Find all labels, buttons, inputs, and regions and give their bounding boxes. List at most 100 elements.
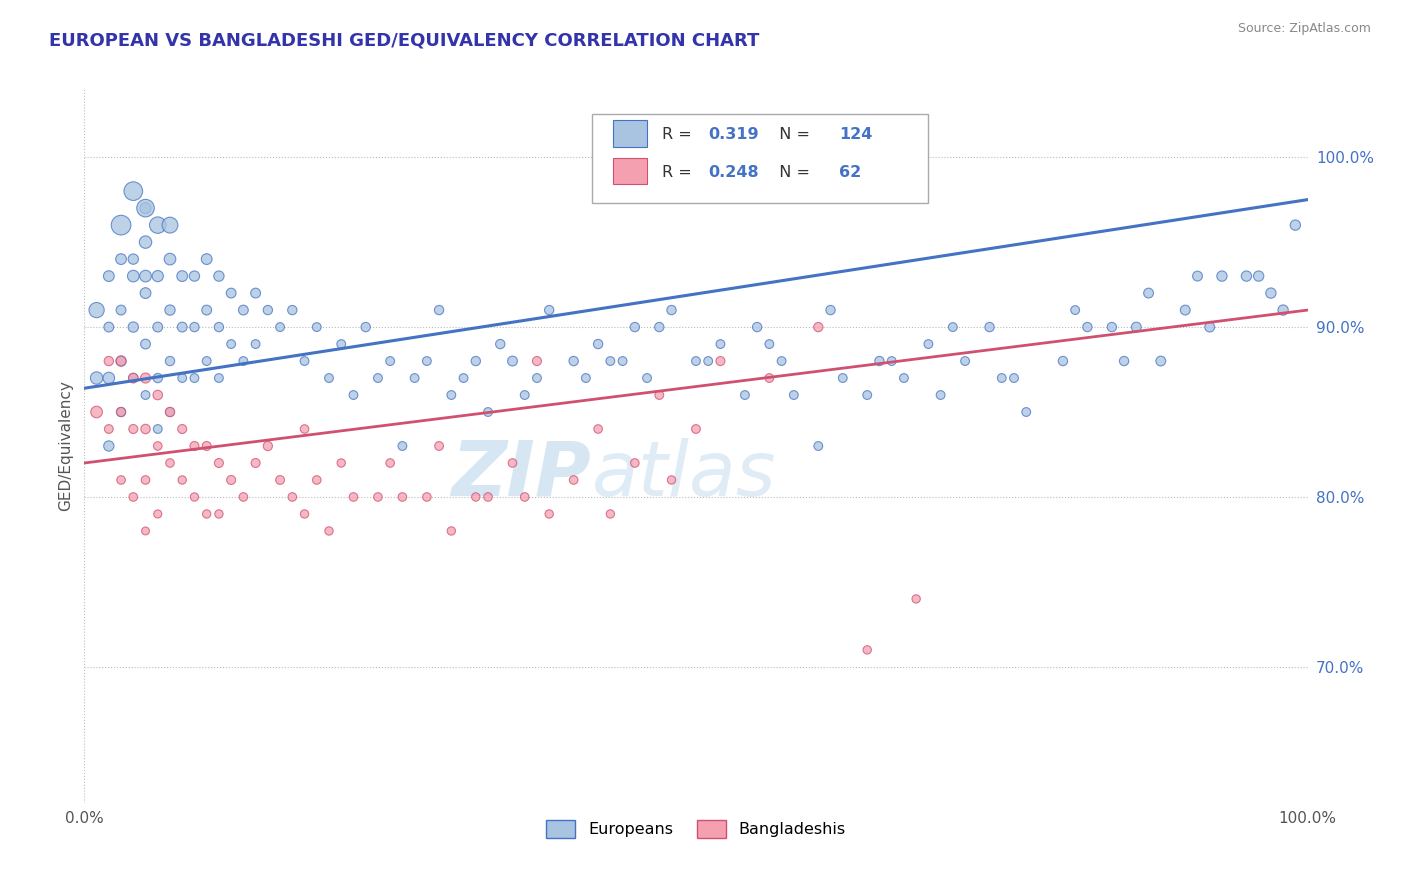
Point: [294, 422, 316, 436]
Point: [1076, 320, 1098, 334]
Point: [440, 524, 463, 538]
Point: [612, 354, 634, 368]
Point: [159, 252, 181, 266]
Point: [330, 337, 353, 351]
Text: N =: N =: [769, 128, 815, 143]
Point: [135, 201, 157, 215]
Point: [807, 439, 830, 453]
Y-axis label: GED/Equivalency: GED/Equivalency: [58, 381, 73, 511]
Point: [477, 405, 499, 419]
Point: [979, 320, 1001, 334]
Point: [1247, 269, 1270, 284]
Point: [416, 354, 439, 368]
Point: [135, 388, 157, 402]
Point: [661, 473, 683, 487]
Point: [893, 371, 915, 385]
Point: [86, 405, 108, 419]
Point: [219, 473, 242, 487]
Point: [135, 201, 157, 215]
Point: [245, 456, 267, 470]
Point: [427, 439, 450, 453]
Point: [367, 371, 389, 385]
Point: [538, 507, 561, 521]
Text: R =: R =: [662, 128, 696, 143]
Point: [146, 320, 169, 334]
Point: [97, 320, 120, 334]
Point: [464, 354, 486, 368]
Point: [135, 337, 157, 351]
Point: [146, 439, 169, 453]
Point: [172, 320, 194, 334]
Point: [219, 337, 242, 351]
Point: [146, 269, 169, 284]
Point: [709, 354, 731, 368]
Point: [294, 507, 316, 521]
Point: [747, 320, 769, 334]
Point: [1114, 354, 1136, 368]
Point: [440, 388, 463, 402]
Point: [856, 643, 879, 657]
Point: [1064, 303, 1087, 318]
Point: [159, 354, 181, 368]
Point: [269, 320, 291, 334]
Point: [86, 303, 108, 318]
Point: [464, 490, 486, 504]
Point: [135, 422, 157, 436]
Text: 62: 62: [839, 165, 862, 180]
Text: R =: R =: [662, 165, 696, 180]
Point: [195, 252, 218, 266]
Point: [245, 337, 267, 351]
Point: [342, 490, 364, 504]
Point: [110, 252, 132, 266]
Point: [1125, 320, 1147, 334]
Point: [219, 286, 242, 301]
Point: [342, 388, 364, 402]
Point: [905, 591, 928, 606]
Point: [1284, 218, 1306, 232]
Point: [502, 456, 524, 470]
Point: [1236, 269, 1258, 284]
Point: [183, 439, 205, 453]
Point: [159, 405, 181, 419]
Text: 124: 124: [839, 128, 873, 143]
Point: [526, 371, 548, 385]
Point: [697, 354, 720, 368]
Point: [110, 218, 132, 232]
Point: [318, 524, 340, 538]
Point: [110, 405, 132, 419]
Point: [183, 269, 205, 284]
Point: [159, 303, 181, 318]
Point: [562, 473, 585, 487]
Point: [354, 320, 377, 334]
Point: [208, 371, 231, 385]
Point: [624, 456, 647, 470]
Point: [122, 490, 145, 504]
Point: [709, 337, 731, 351]
Point: [146, 218, 169, 232]
Point: [734, 388, 756, 402]
FancyBboxPatch shape: [592, 114, 928, 203]
Point: [1002, 371, 1025, 385]
Point: [636, 371, 658, 385]
Point: [513, 490, 536, 504]
Point: [586, 422, 609, 436]
Point: [1272, 303, 1295, 318]
Point: [391, 490, 413, 504]
Point: [232, 490, 254, 504]
Point: [195, 354, 218, 368]
Point: [135, 473, 157, 487]
Point: [232, 303, 254, 318]
Point: [758, 371, 780, 385]
Point: [770, 354, 793, 368]
Text: ZIP: ZIP: [453, 438, 592, 511]
Point: [489, 337, 512, 351]
Point: [122, 422, 145, 436]
Point: [110, 354, 132, 368]
Point: [183, 320, 205, 334]
Point: [758, 337, 780, 351]
Point: [122, 371, 145, 385]
Point: [97, 269, 120, 284]
Point: [1174, 303, 1197, 318]
Text: 0.319: 0.319: [709, 128, 759, 143]
Point: [869, 354, 891, 368]
